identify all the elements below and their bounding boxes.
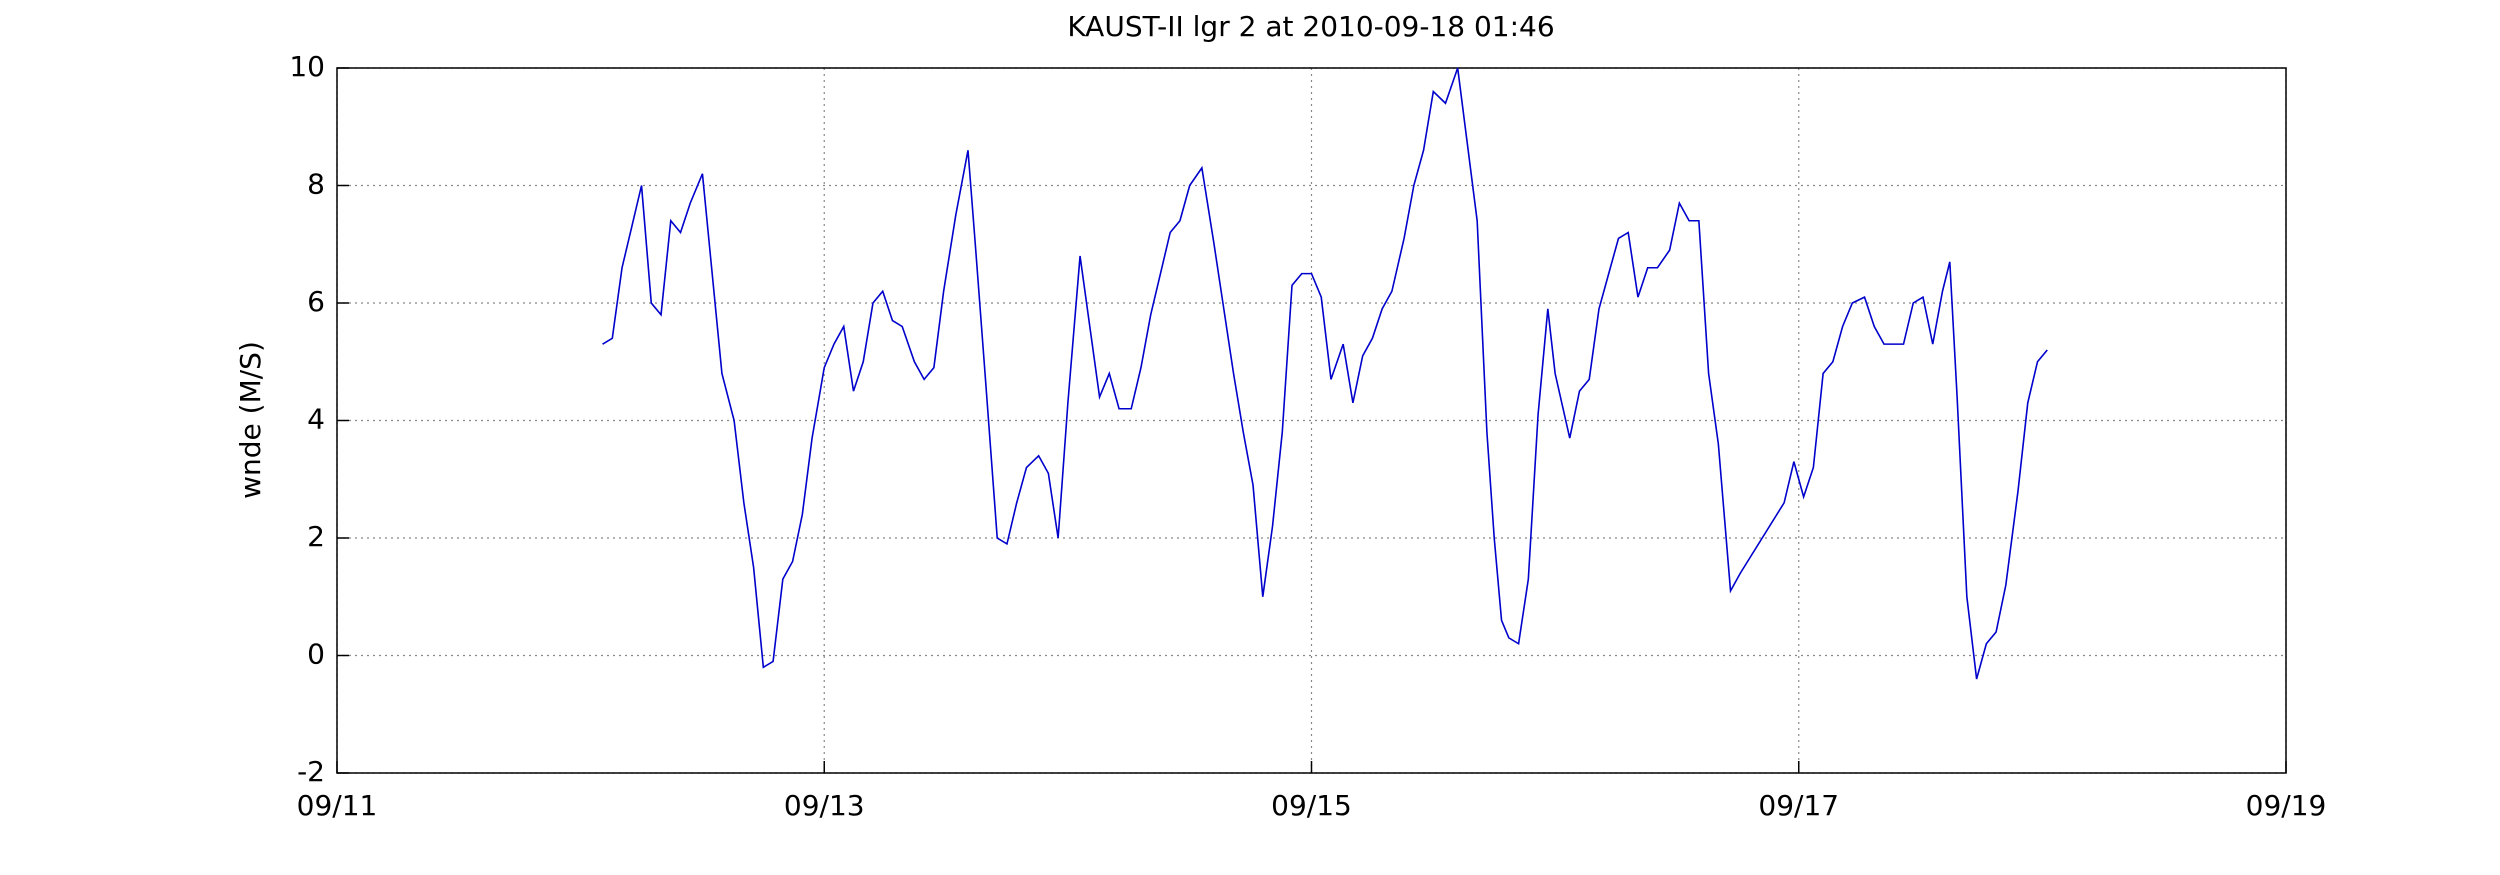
x-tick-label: 09/13 bbox=[784, 789, 865, 822]
y-tick-label: 4 bbox=[307, 403, 325, 436]
y-tick-label: -2 bbox=[297, 755, 325, 788]
x-tick-label: 09/11 bbox=[297, 789, 378, 822]
y-tick-label: 8 bbox=[307, 168, 325, 201]
y-tick-label: 2 bbox=[307, 520, 325, 553]
y-tick-label: 0 bbox=[307, 638, 325, 671]
x-tick-label: 09/17 bbox=[1758, 789, 1839, 822]
x-tick-label: 09/15 bbox=[1271, 789, 1352, 822]
plot-frame bbox=[336, 67, 2287, 774]
chart-title: KAUST-II lgr 2 at 2010-09-18 01:46 bbox=[1067, 10, 1554, 43]
data-line bbox=[602, 67, 2048, 680]
y-tick-label: 10 bbox=[289, 50, 325, 83]
y-axis-label: wnde (M/S) bbox=[234, 341, 267, 499]
y-tick-label: 6 bbox=[307, 285, 325, 318]
x-tick-label: 09/19 bbox=[2246, 789, 2327, 822]
